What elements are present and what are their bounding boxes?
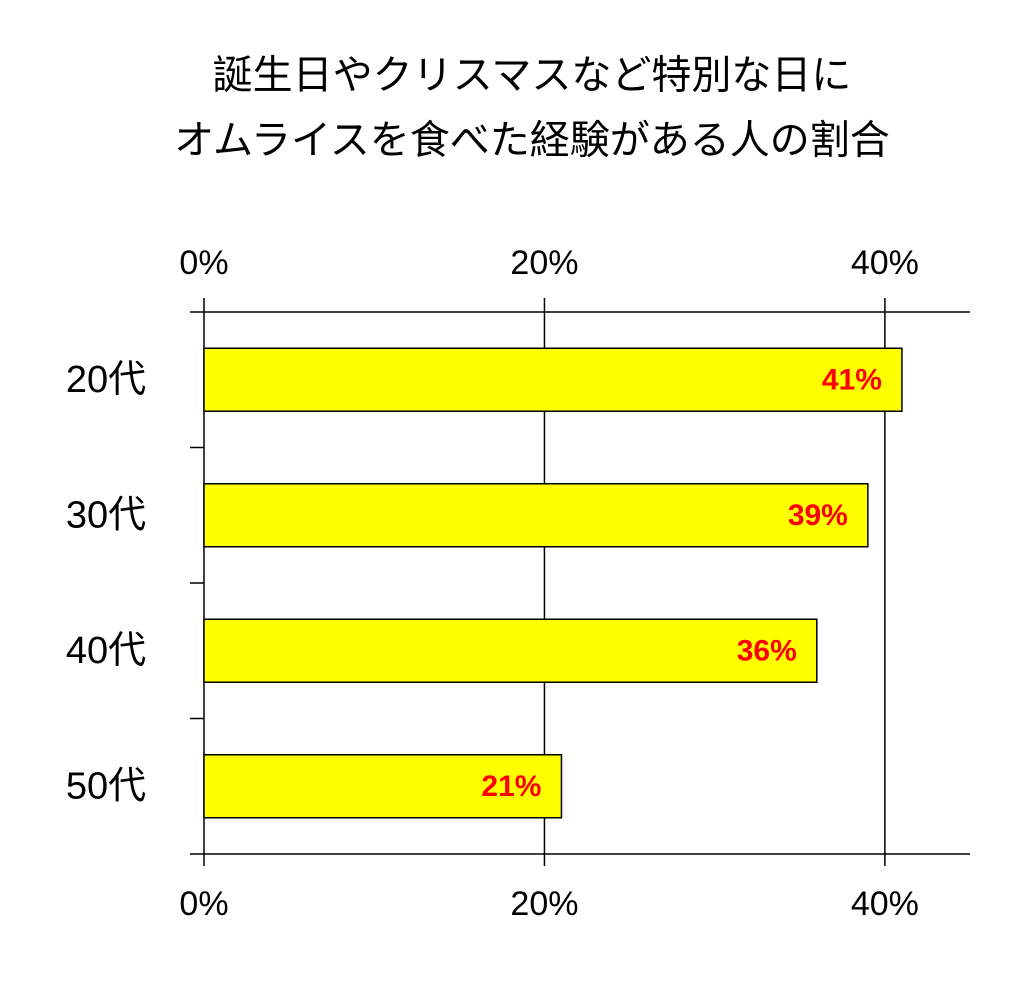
y-tick-label: 40代 xyxy=(66,630,146,672)
y-tick-label: 50代 xyxy=(66,765,146,807)
x-tick-label: 0% xyxy=(179,244,228,282)
value-label: 36% xyxy=(737,635,797,668)
x-tick-label: 20% xyxy=(510,885,578,923)
value-label: 41% xyxy=(822,364,882,397)
y-tick-label: 20代 xyxy=(66,359,146,401)
y-tick-label: 30代 xyxy=(66,494,146,536)
chart-title: 誕生日やクリスマスなど特別な日に xyxy=(213,54,852,98)
x-tick-label: 40% xyxy=(851,244,919,282)
chart-title: オムライスを食べた経験がある人の割合 xyxy=(174,119,890,163)
bar xyxy=(203,754,563,819)
x-tick-label: 40% xyxy=(851,885,919,923)
bar xyxy=(203,618,818,683)
value-label: 39% xyxy=(788,499,848,532)
bar xyxy=(203,483,869,548)
x-tick-label: 20% xyxy=(510,244,578,282)
value-label: 21% xyxy=(481,770,541,803)
bar xyxy=(203,347,903,412)
x-tick-label: 0% xyxy=(179,885,228,923)
